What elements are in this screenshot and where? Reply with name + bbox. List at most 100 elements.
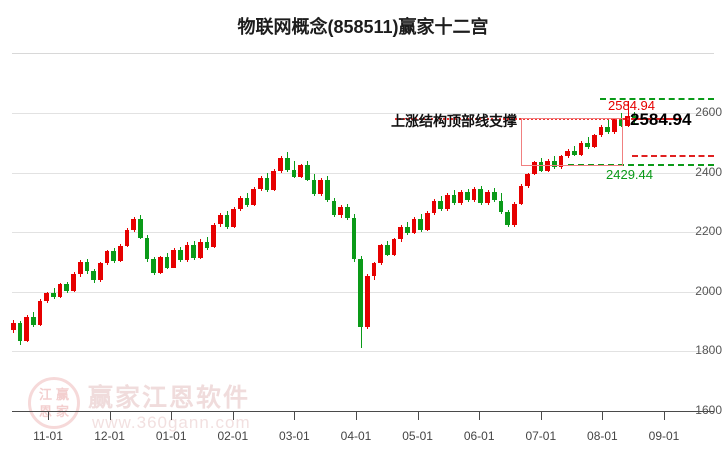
candle-body-up [251, 188, 257, 205]
candle-body-up [371, 263, 377, 276]
candle-body-up [124, 229, 130, 247]
support-price-label: 2429.44 [606, 167, 653, 182]
candle-body-down [191, 244, 197, 259]
candle-body-down [84, 262, 90, 272]
chart-top-border [12, 53, 714, 54]
candle-body-down [91, 271, 96, 281]
candle-body-up [625, 116, 631, 126]
candle-body-down [491, 191, 497, 201]
y-axis-label-1800: 1800 [695, 343, 722, 357]
candle-body-down [311, 179, 317, 195]
candle-body-down [405, 226, 410, 234]
x-axis-tick-02-01 [232, 411, 234, 420]
candle-body-down [551, 160, 557, 168]
candle-body-up [445, 194, 450, 210]
gridline-2400 [12, 172, 714, 174]
candle-body-up [211, 224, 217, 248]
candle-body-down [418, 218, 424, 231]
candle-body-up [338, 206, 343, 216]
x-axis-tick-08-01 [602, 411, 604, 420]
x-axis-tick-12-01 [109, 411, 111, 420]
candle-body-up [565, 150, 570, 157]
candle-body-up [37, 301, 43, 325]
gridline-2600 [12, 113, 714, 114]
x-axis-label-06-01: 06-01 [463, 429, 495, 443]
candle-body-down [571, 150, 577, 155]
x-axis-tick-07-01 [540, 411, 542, 420]
x-axis-label-09-01: 09-01 [648, 429, 680, 443]
gridline-1800 [12, 351, 714, 352]
candle-body-down [585, 142, 591, 147]
candle-body-up [471, 189, 477, 201]
candle-body-up [425, 212, 430, 231]
candle-body-down [618, 119, 624, 126]
candle-body-down [111, 251, 116, 262]
y-axis-label-2000: 2000 [695, 283, 722, 298]
seal-char-0: 江 [38, 387, 52, 402]
candle-body-up [258, 177, 263, 189]
candle-body-up [71, 274, 76, 292]
candle-body-down [605, 126, 611, 133]
candle-body-down [144, 237, 150, 260]
candle-body-up [57, 284, 63, 297]
x-axis-tick-04-01 [356, 411, 357, 420]
candle-body-down [137, 218, 143, 238]
candle-body-down [284, 158, 290, 171]
candle-body-down [17, 322, 23, 341]
candle-body-down [344, 206, 350, 219]
y-axis-label-2600: 2600 [695, 105, 722, 119]
structure-annotation-label: 上涨结构顶部线支撑 [391, 113, 517, 129]
candle-body-down [632, 116, 637, 118]
candle-body-up [391, 239, 397, 255]
candle-body-down [304, 165, 310, 180]
candle-body-down [224, 214, 230, 228]
current-price-line [632, 117, 682, 120]
candle-body-down [64, 284, 70, 292]
candle-body-down [358, 259, 363, 328]
support-green-dashed-line [568, 163, 714, 166]
x-axis-tick-05-01 [417, 411, 419, 420]
candle-body-up [318, 179, 323, 195]
candle-body-down [177, 249, 183, 261]
x-axis-tick-11-01 [48, 411, 49, 420]
x-axis-tick-09-01 [664, 411, 665, 420]
candle-wick [587, 136, 589, 149]
candle-body-down [244, 197, 250, 205]
candle-body-up [24, 316, 30, 341]
candle-body-up [612, 119, 617, 133]
watermark-url: www.360gann.com [92, 413, 251, 432]
candle-body-down [51, 293, 56, 297]
candle-body-up [398, 226, 404, 240]
candle-body-up [11, 322, 16, 331]
candle-body-down [465, 191, 470, 201]
x-axis-label-11-01: 11-01 [33, 429, 63, 443]
y-axis-label-2200: 2200 [695, 224, 722, 238]
candle-body-up [411, 218, 417, 234]
x-axis-label-02-01: 02-01 [217, 429, 249, 443]
candle-body-up [378, 245, 384, 264]
candle-body-down [31, 316, 36, 325]
mid-red-dashed-line [632, 154, 714, 157]
candle-body-up [104, 251, 110, 264]
candle-body-up [238, 197, 243, 209]
candle-body-up [97, 263, 103, 281]
candle-body-up [171, 249, 177, 268]
candle-body-down [164, 257, 170, 268]
candle-body-down [451, 194, 457, 204]
x-axis-tick-03-01 [294, 411, 296, 420]
x-axis-label-12-01: 12-01 [94, 429, 125, 443]
watermark-brand: 赢家江恩软件 [88, 384, 251, 412]
price-range-box [521, 117, 623, 166]
candle-body-down [291, 170, 297, 177]
x-axis-tick-06-01 [479, 411, 481, 420]
candle-body-up [271, 171, 277, 190]
candle-body-down [505, 212, 510, 226]
candle-body-down [204, 241, 210, 248]
candle-body-up [531, 162, 537, 174]
candle-body-up [218, 214, 223, 225]
candle-body-up [431, 200, 437, 213]
gridline-2200 [12, 232, 714, 233]
candle-body-up [198, 241, 203, 259]
x-axis-tick-01-01 [171, 411, 173, 420]
